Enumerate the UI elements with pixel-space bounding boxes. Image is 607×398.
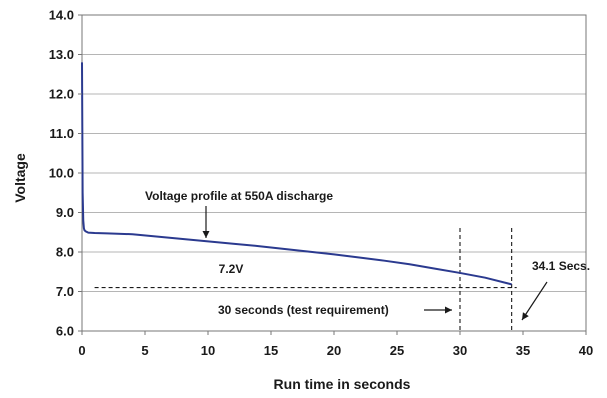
arrow-30-seconds — [424, 306, 452, 314]
x-tick-label: 0 — [78, 343, 85, 358]
x-tick-label: 35 — [516, 343, 530, 358]
arrow-head — [445, 306, 452, 314]
reference-lines — [94, 228, 517, 331]
x-tick-label: 10 — [201, 343, 215, 358]
x-tick-label: 5 — [141, 343, 148, 358]
y-tick-label: 13.0 — [49, 47, 74, 62]
y-axis-label: Voltage — [12, 153, 28, 203]
annotation-7-2v: 7.2V — [219, 262, 244, 276]
voltage-series-line — [81, 62, 512, 286]
x-tick-label: 25 — [390, 343, 404, 358]
y-tick-label: 10.0 — [49, 166, 74, 181]
grid-lines — [82, 54, 586, 292]
annotation-34-1-secs: 34.1 Secs. — [532, 259, 590, 273]
y-tick-label: 6.0 — [56, 324, 74, 339]
x-tick-label: 15 — [264, 343, 278, 358]
x-axis-label: Run time in seconds — [274, 376, 411, 392]
arrow-shaft — [521, 281, 548, 321]
arrow-head — [522, 312, 529, 320]
y-tick-label: 8.0 — [56, 245, 74, 260]
arrow-34-1-secs — [521, 281, 548, 321]
y-tick-label: 11.0 — [49, 126, 74, 141]
annotation-voltage-profile: Voltage profile at 550A discharge — [145, 189, 333, 203]
arrow-voltage-profile — [202, 206, 210, 238]
x-tick-label: 30 — [453, 343, 467, 358]
annotation-arrows — [202, 206, 548, 321]
arrow-head — [202, 231, 210, 238]
x-axis-ticks: 0 5 10 15 20 25 30 35 40 — [78, 331, 593, 358]
series-layer — [81, 62, 512, 286]
x-tick-label: 40 — [579, 343, 593, 358]
x-tick-label: 20 — [327, 343, 341, 358]
y-tick-label: 7.0 — [56, 284, 74, 299]
y-axis-ticks: 6.0 7.0 8.0 9.0 10.0 11.0 12.0 13.0 14.0 — [49, 8, 82, 339]
annotation-30-seconds: 30 seconds (test requirement) — [218, 303, 389, 317]
y-tick-label: 14.0 — [49, 8, 74, 23]
y-tick-label: 9.0 — [56, 205, 74, 220]
y-tick-label: 12.0 — [49, 87, 74, 102]
